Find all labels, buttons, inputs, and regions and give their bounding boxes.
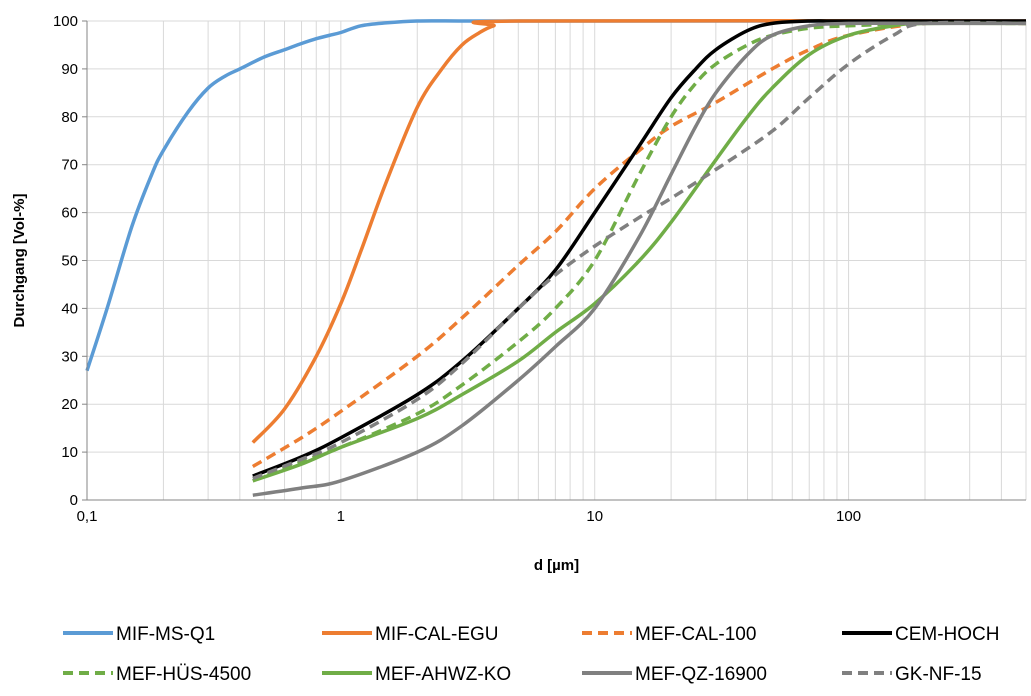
axes: 0 10 20 30 40 50 60 70 80 90 100 0,1 1 10 100 [53,13,1026,525]
x-tick-label: 0,1 [77,508,98,525]
y-tick-label: 90 [61,61,78,78]
legend-label: MIF-MS-Q1 [116,624,215,645]
series-line-gk-nf-15 [253,23,1026,479]
y-tick-label: 0 [70,492,78,509]
y-tick-label: 10 [61,444,78,461]
y-tick-label: 50 [61,253,78,270]
legend-label: MEF-HÜS-4500 [116,664,251,685]
x-tick-label: 10 [586,508,603,525]
x-axis-title: d [µm] [534,557,579,574]
legend-label: MEF-CAL-100 [635,624,756,645]
y-axis-title: Durchgang [Vol-%] [11,194,28,328]
legend-label: CEM-HOCH [895,624,1000,645]
y-tick-label: 100 [53,13,78,30]
series-line-mif-cal-egu [253,21,1026,443]
legend: MIF-MS-Q1 MIF-CAL-EGU MEF-CAL-100 CEM-HOCH M… [63,624,1000,685]
x-tick-label: 100 [836,508,861,525]
x-tick-label: 1 [337,508,345,525]
legend-label: MEF-QZ-16900 [635,664,767,685]
y-tick-label: 40 [61,300,78,317]
y-tick-label: 60 [61,205,78,222]
series-line-mif-ms-q1 [87,21,1026,371]
y-tick-label: 20 [61,396,78,413]
series-line-mef-h-s-4500 [253,23,1026,481]
series-layer [87,21,1026,496]
legend-label: MEF-AHWZ-KO [375,664,511,685]
grid [87,21,1026,500]
series-line-mef-cal-100 [253,23,1026,467]
y-tick-label: 70 [61,157,78,174]
y-tick-label: 80 [61,109,78,126]
legend-label: MIF-CAL-EGU [375,624,499,645]
legend-label: GK-NF-15 [895,664,982,685]
y-tick-label: 30 [61,348,78,365]
series-line-mef-ahwz-ko [253,23,1026,481]
series-line-cem-hoch [253,21,1026,476]
